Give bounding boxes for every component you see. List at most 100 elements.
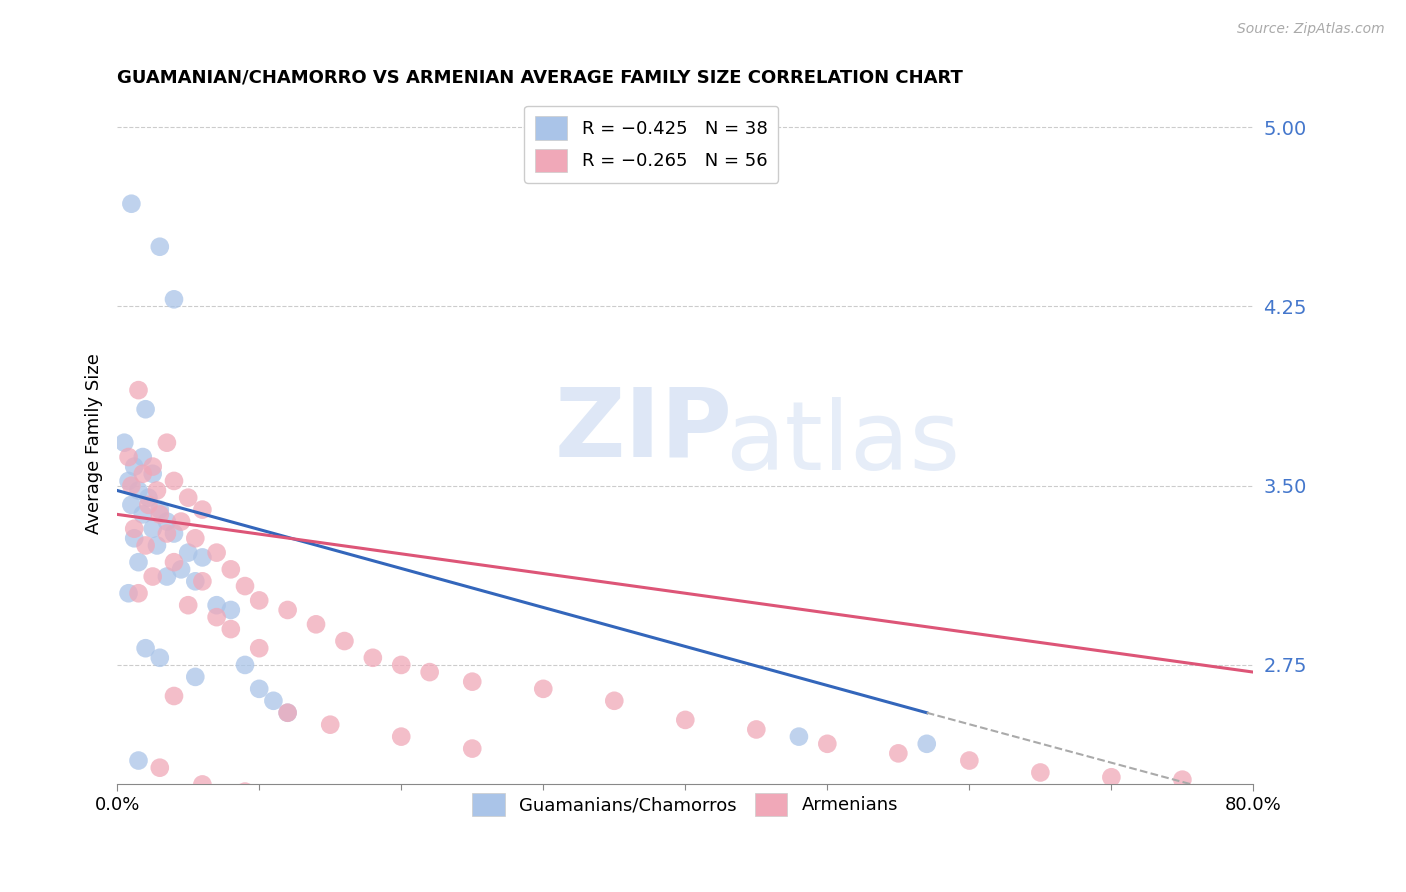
Legend: Guamanians/Chamorros, Armenians: Guamanians/Chamorros, Armenians <box>465 786 905 823</box>
Point <box>117 474 139 488</box>
Point <box>531 681 554 696</box>
Point <box>277 706 299 720</box>
Point <box>1029 765 1052 780</box>
Point <box>142 522 165 536</box>
Point <box>277 603 299 617</box>
Text: ZIP: ZIP <box>554 384 733 476</box>
Point <box>247 681 270 696</box>
Point <box>163 526 186 541</box>
Point <box>117 450 139 464</box>
Point <box>191 502 214 516</box>
Point <box>887 747 910 761</box>
Point <box>319 717 342 731</box>
Point <box>142 467 165 481</box>
Point <box>122 531 145 545</box>
Point <box>156 526 179 541</box>
Point <box>233 579 256 593</box>
Point <box>191 777 214 791</box>
Point <box>128 555 150 569</box>
Point <box>163 474 186 488</box>
Point <box>361 650 384 665</box>
Point <box>149 761 172 775</box>
Point <box>163 555 186 569</box>
Point <box>122 459 145 474</box>
Y-axis label: Average Family Size: Average Family Size <box>86 353 103 534</box>
Point <box>205 598 228 612</box>
Point <box>262 694 284 708</box>
Point <box>138 491 160 505</box>
Point <box>191 550 214 565</box>
Point <box>461 674 484 689</box>
Point <box>184 670 207 684</box>
Point <box>247 641 270 656</box>
Point <box>461 741 484 756</box>
Point <box>170 562 193 576</box>
Point <box>132 508 155 522</box>
Point <box>1099 770 1122 784</box>
Point <box>146 483 169 498</box>
Point <box>149 508 172 522</box>
Point <box>305 617 328 632</box>
Point <box>233 657 256 672</box>
Point <box>142 459 165 474</box>
Point <box>128 754 150 768</box>
Text: Source: ZipAtlas.com: Source: ZipAtlas.com <box>1237 22 1385 37</box>
Text: GUAMANIAN/CHAMORRO VS ARMENIAN AVERAGE FAMILY SIZE CORRELATION CHART: GUAMANIAN/CHAMORRO VS ARMENIAN AVERAGE F… <box>117 69 963 87</box>
Point <box>156 569 179 583</box>
Point <box>177 491 200 505</box>
Point <box>117 586 139 600</box>
Point <box>1199 794 1222 808</box>
Text: atlas: atlas <box>725 398 960 491</box>
Point <box>177 598 200 612</box>
Point <box>389 657 412 672</box>
Point <box>233 784 256 798</box>
Point <box>219 603 242 617</box>
Point <box>112 435 135 450</box>
Point <box>184 574 207 589</box>
Point <box>146 538 169 552</box>
Point <box>177 546 200 560</box>
Point <box>142 569 165 583</box>
Point <box>389 730 412 744</box>
Point <box>419 665 441 679</box>
Point <box>128 483 150 498</box>
Point <box>603 694 626 708</box>
Point <box>156 515 179 529</box>
Point <box>205 546 228 560</box>
Point <box>128 383 150 397</box>
Point <box>163 293 186 307</box>
Point <box>149 240 172 254</box>
Point <box>120 196 142 211</box>
Point <box>333 634 356 648</box>
Point <box>815 737 838 751</box>
Point <box>149 650 172 665</box>
Point <box>135 538 157 552</box>
Point <box>120 479 142 493</box>
Point <box>163 689 186 703</box>
Point <box>156 435 179 450</box>
Point <box>191 574 214 589</box>
Point <box>135 402 157 417</box>
Point <box>120 498 142 512</box>
Point <box>219 622 242 636</box>
Point <box>1171 772 1194 787</box>
Point <box>122 522 145 536</box>
Point <box>138 498 160 512</box>
Point <box>132 450 155 464</box>
Point <box>184 531 207 545</box>
Point <box>135 641 157 656</box>
Point <box>170 515 193 529</box>
Point <box>277 706 299 720</box>
Point <box>745 723 768 737</box>
Point <box>787 730 810 744</box>
Point <box>673 713 696 727</box>
Point <box>128 586 150 600</box>
Point <box>262 789 284 804</box>
Point <box>205 610 228 624</box>
Point <box>132 467 155 481</box>
Point <box>149 502 172 516</box>
Point <box>219 562 242 576</box>
Point <box>957 754 980 768</box>
Point <box>247 593 270 607</box>
Point <box>915 737 938 751</box>
